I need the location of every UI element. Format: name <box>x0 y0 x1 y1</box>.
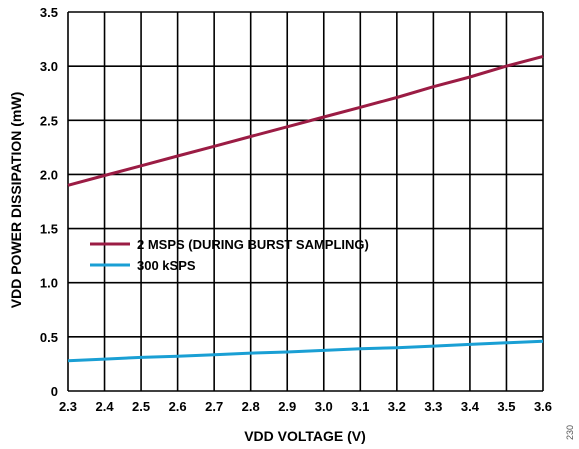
x-tick-label: 3.2 <box>388 399 406 414</box>
series-layer <box>67 54 544 363</box>
x-tick-label: 3.5 <box>497 399 515 414</box>
x-tick-label: 3.4 <box>461 399 480 414</box>
x-tick-label: 2.7 <box>205 399 223 414</box>
x-tick-label: 2.8 <box>242 399 260 414</box>
y-tick-label: 1.0 <box>40 276 58 291</box>
legend-label-2msps: 2 MSPS (DURING BURST SAMPLING) <box>137 237 369 252</box>
series-line-2msps <box>67 54 544 187</box>
x-tick-label: 3.6 <box>534 399 552 414</box>
x-tick-label: 2.3 <box>59 399 77 414</box>
x-tick-label: 2.4 <box>95 399 114 414</box>
x-tick-label: 2.6 <box>169 399 187 414</box>
x-tick-label: 3.1 <box>351 399 369 414</box>
y-tick-label: 2.5 <box>40 113 58 128</box>
legend-label-300ksps: 300 kSPS <box>137 258 196 273</box>
y-tick-label: 3.5 <box>40 5 58 20</box>
x-tick-labels: 2.3 2.4 2.5 2.6 2.7 2.8 2.9 3.0 3.1 3.2 3.3 3.4 3.5 3… <box>59 399 552 414</box>
x-axis-title: VDD VOLTAGE (V) <box>244 428 366 444</box>
y-tick-label: 1.5 <box>40 222 58 237</box>
x-tick-label: 3.3 <box>424 399 442 414</box>
y-tick-label: 0.5 <box>40 330 58 345</box>
legend: 2 MSPS (DURING BURST SAMPLING) 300 kSPS <box>90 237 369 273</box>
y-tick-labels: 0 0.5 1.0 1.5 2.0 2.5 3.0 3.5 <box>40 5 58 399</box>
y-tick-label: 0 <box>51 384 58 399</box>
x-tick-label: 2.9 <box>278 399 296 414</box>
grid <box>67 11 544 392</box>
figure-number: 230 <box>565 425 575 440</box>
y-tick-label: 2.0 <box>40 167 58 182</box>
y-tick-label: 3.0 <box>40 59 58 74</box>
x-tick-label: 3.0 <box>315 399 333 414</box>
y-axis-title: VDD POWER DISSIPATION (mW) <box>8 92 24 308</box>
series-line-300ksps <box>67 339 544 363</box>
x-tick-label: 2.5 <box>132 399 150 414</box>
